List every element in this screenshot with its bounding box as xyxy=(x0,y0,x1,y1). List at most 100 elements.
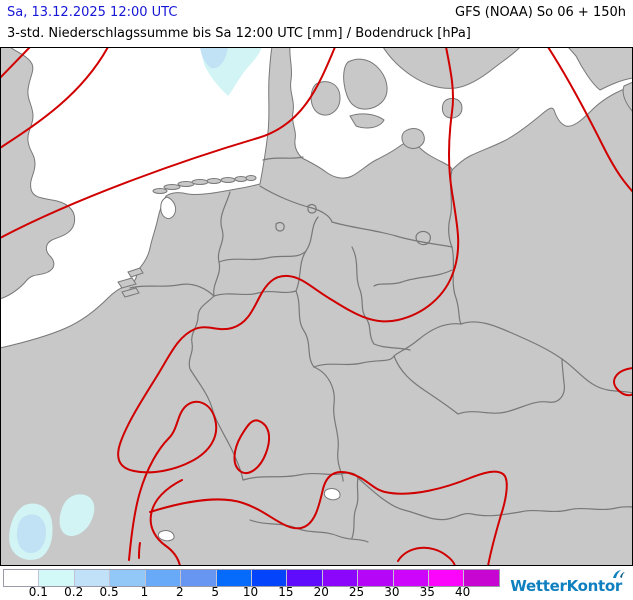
wadden-island xyxy=(191,179,209,185)
legend-tick-label: 1 xyxy=(140,585,149,599)
wadden-island xyxy=(163,184,181,190)
wadden-island xyxy=(234,176,248,182)
isobar xyxy=(149,470,508,565)
header: Sa, 13.12.2025 12:00 UTC GFS (NOAA) So 0… xyxy=(7,5,626,23)
border-pl-de-oder xyxy=(448,169,462,325)
border-at-si xyxy=(519,506,632,513)
legend-tick-label: 40 xyxy=(455,585,471,599)
isobar xyxy=(397,546,456,565)
wadden-island xyxy=(152,188,168,194)
wadden-island xyxy=(220,177,236,183)
legend-swatch xyxy=(286,570,322,586)
state-border-hamburg xyxy=(307,204,317,214)
isobar-closed xyxy=(233,419,271,474)
border-elbe xyxy=(259,185,333,223)
legend-tick-label: 25 xyxy=(348,585,365,599)
state-border xyxy=(373,269,453,287)
lake-geneva xyxy=(157,530,175,542)
header-model-run: GFS (NOAA) So 06 + 150h xyxy=(455,5,626,20)
precip-area-france-east xyxy=(59,494,95,537)
legend-swatch xyxy=(428,570,464,586)
land-sweden xyxy=(383,48,520,89)
legend-swatch xyxy=(215,570,251,586)
legend-swatch xyxy=(144,570,181,586)
legend-swatch xyxy=(73,570,110,586)
border-nl-de xyxy=(213,191,231,297)
isobar xyxy=(138,542,141,559)
land-sweden-ne xyxy=(568,48,632,91)
island-fyn xyxy=(310,81,341,116)
lake-ijsselmeer xyxy=(160,196,177,219)
legend-bar xyxy=(3,569,500,587)
legend-swatch xyxy=(180,570,216,586)
state-border xyxy=(313,366,344,482)
lake-constance xyxy=(323,488,341,501)
legend-swatch xyxy=(321,570,358,586)
legend-swatch xyxy=(4,570,39,586)
state-border xyxy=(213,290,297,297)
border-sk-hu xyxy=(561,358,632,394)
state-border-berlin xyxy=(415,230,431,246)
delta-island xyxy=(127,267,144,278)
legend-tick-label: 15 xyxy=(278,585,294,599)
legend-tick-label: 35 xyxy=(419,585,435,599)
state-border xyxy=(218,250,307,263)
state-border xyxy=(295,290,315,368)
legend-swatch xyxy=(357,570,393,586)
border-cz-nw xyxy=(393,323,462,357)
border-ch-it xyxy=(249,519,369,543)
island-sjaelland xyxy=(343,58,388,110)
island-lolland xyxy=(349,113,385,129)
logo-swoosh-icon xyxy=(613,570,625,578)
logo-text: WetterKontor xyxy=(510,577,622,595)
isobar xyxy=(613,367,632,397)
island-ruegen xyxy=(401,128,425,149)
delta-island xyxy=(117,277,137,289)
border-be-nl xyxy=(129,283,215,297)
legend-tick-label: 5 xyxy=(211,585,219,599)
legend-swatch xyxy=(250,570,287,586)
legend-swatch xyxy=(463,570,499,586)
delta-island xyxy=(121,287,140,298)
isobar xyxy=(547,48,632,193)
map-canvas xyxy=(1,48,632,565)
isobar xyxy=(149,479,183,565)
precip-area-france-west-inner xyxy=(16,514,46,553)
wadden-island xyxy=(206,178,222,184)
isobar xyxy=(1,48,109,149)
land-uk xyxy=(1,48,76,300)
border-meck-brandenburg xyxy=(331,221,453,248)
legend-tick-label: 0.1 xyxy=(28,585,48,599)
wadden-island xyxy=(245,175,257,181)
legend-swatch xyxy=(38,570,74,586)
land-sweden-sliver xyxy=(622,81,632,112)
legend-tick-label: 2 xyxy=(175,585,184,599)
land-layer xyxy=(1,48,632,565)
border-dk-de xyxy=(262,156,304,161)
border-layer xyxy=(129,156,632,543)
border-cz-w xyxy=(393,355,459,415)
isobar xyxy=(1,48,336,239)
land-continent xyxy=(1,48,632,565)
legend-tick-label: 0.2 xyxy=(64,585,84,599)
legend-tick-label: 0.5 xyxy=(99,585,119,599)
map-subtitle: 3-std. Niederschlagssumme bis Sa 12:00 U… xyxy=(7,26,471,41)
isobar-layer xyxy=(1,48,632,565)
precip-area-skagerrak-inner xyxy=(200,48,228,69)
border-at-de xyxy=(357,477,521,521)
legend-tick-label: 20 xyxy=(313,585,329,599)
state-border-bremen xyxy=(275,222,285,232)
isobar xyxy=(117,48,460,561)
legend-ticks: 0.1 0.2 0.5 1 2 5 10 15 20 25 30 35 40 xyxy=(0,585,520,600)
wetterkontor-logo[interactable]: WetterKontor xyxy=(510,570,625,595)
border-cz-at xyxy=(457,358,565,415)
state-border xyxy=(373,343,411,351)
weather-map xyxy=(0,47,633,566)
isobar xyxy=(1,48,31,79)
state-border xyxy=(351,246,375,345)
legend-swatch xyxy=(109,570,145,586)
border-at-ch xyxy=(351,477,359,539)
legend-tick-label: 30 xyxy=(384,585,400,599)
border-fr-de xyxy=(189,368,244,481)
